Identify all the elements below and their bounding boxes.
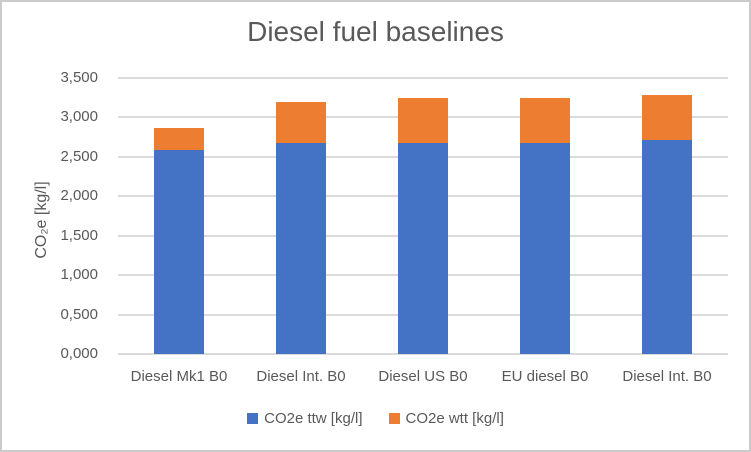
legend-entry: CO2e ttw [kg/l] [247,410,363,427]
wtt-bar-segment [276,101,326,144]
legend-label: CO2e wtt [kg/l] [405,410,504,427]
y-tick-label: 0,500 [60,305,98,323]
ttw-bar-segment [398,143,448,354]
y-tick-label: 0,000 [60,345,98,362]
y-tick-label: 3,500 [60,69,98,86]
wtt-bar-segment [520,97,570,144]
wtt-bar-segment [642,94,692,141]
y-tick-label: 2,000 [60,187,98,205]
y-tick-label: 1,500 [60,226,98,244]
legend-swatch-icon [388,413,400,424]
category-label: EU diesel B0 [501,368,589,385]
ttw-bar-segment [154,149,204,354]
ttw-bar-segment [276,143,326,354]
x-axis-line [118,353,728,355]
legend: CO2e ttw [kg/l] CO2e wtt [kg/l] [2,410,749,427]
legend-label: CO2e ttw [kg/l] [264,410,363,427]
ttw-bar-segment [642,140,692,354]
gridline [118,77,728,79]
category-label: Diesel US B0 [378,368,468,385]
y-tick-label: 2,500 [60,147,98,165]
y-tick-label: 1,000 [60,266,98,284]
category-label: Diesel Mk1 B0 [130,368,228,385]
wtt-bar-segment [154,128,204,150]
legend-entry: CO2e wtt [kg/l] [388,410,504,427]
ttw-bar-segment [520,143,570,354]
wtt-bar-segment [398,97,448,144]
legend-swatch-icon [247,413,259,424]
category-label: Diesel Int. B0 [622,368,712,385]
y-tick-label: 3,000 [60,108,98,126]
category-label: Diesel Int. B0 [256,368,346,385]
plot-area [118,77,728,355]
chart-title: Diesel fuel baselines [247,16,504,47]
